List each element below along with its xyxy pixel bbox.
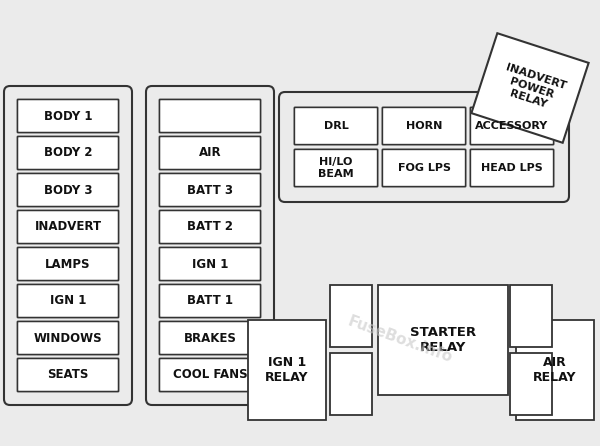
FancyBboxPatch shape (279, 92, 569, 202)
Text: BODY 3: BODY 3 (44, 183, 92, 197)
Text: WINDOWS: WINDOWS (34, 331, 103, 344)
Polygon shape (472, 33, 589, 143)
FancyBboxPatch shape (160, 99, 260, 132)
FancyBboxPatch shape (160, 359, 260, 392)
FancyBboxPatch shape (160, 136, 260, 169)
Text: INADVERT
POWER
RELAY: INADVERT POWER RELAY (497, 62, 567, 114)
Bar (516, 320, 594, 420)
Text: SEATS: SEATS (47, 368, 89, 381)
FancyBboxPatch shape (146, 86, 274, 405)
FancyBboxPatch shape (382, 107, 466, 145)
FancyBboxPatch shape (17, 211, 119, 244)
FancyBboxPatch shape (17, 285, 119, 318)
FancyBboxPatch shape (160, 211, 260, 244)
FancyBboxPatch shape (160, 173, 260, 206)
FancyBboxPatch shape (4, 86, 132, 405)
Text: BODY 1: BODY 1 (44, 110, 92, 123)
Text: HI/LO
BEAM: HI/LO BEAM (318, 157, 354, 179)
Bar (248, 320, 326, 420)
Text: AIR: AIR (199, 146, 221, 160)
FancyBboxPatch shape (295, 149, 377, 186)
Bar (510, 285, 552, 347)
Bar (510, 353, 552, 415)
FancyBboxPatch shape (17, 173, 119, 206)
Text: IGN 1
RELAY: IGN 1 RELAY (265, 356, 309, 384)
Bar (378, 285, 508, 395)
Text: IGN 1: IGN 1 (192, 257, 228, 271)
Text: AIR
RELAY: AIR RELAY (533, 356, 577, 384)
Text: LAMPS: LAMPS (45, 257, 91, 271)
FancyBboxPatch shape (382, 149, 466, 186)
Text: FOG LPS: FOG LPS (398, 163, 451, 173)
Text: BATT 1: BATT 1 (187, 294, 233, 307)
FancyBboxPatch shape (160, 322, 260, 355)
FancyBboxPatch shape (295, 107, 377, 145)
Text: BRAKES: BRAKES (184, 331, 236, 344)
FancyBboxPatch shape (160, 248, 260, 281)
FancyBboxPatch shape (17, 322, 119, 355)
FancyBboxPatch shape (17, 136, 119, 169)
Text: HEAD LPS: HEAD LPS (481, 163, 543, 173)
FancyBboxPatch shape (17, 359, 119, 392)
Text: ACCESSORY: ACCESSORY (475, 121, 548, 131)
FancyBboxPatch shape (160, 285, 260, 318)
FancyBboxPatch shape (17, 248, 119, 281)
FancyBboxPatch shape (17, 99, 119, 132)
Text: DRL: DRL (323, 121, 349, 131)
FancyBboxPatch shape (470, 149, 554, 186)
Text: BODY 2: BODY 2 (44, 146, 92, 160)
Text: FuseBox.info: FuseBox.info (346, 314, 454, 366)
Text: INADVERT: INADVERT (34, 220, 101, 234)
Text: BATT 2: BATT 2 (187, 220, 233, 234)
FancyBboxPatch shape (470, 107, 554, 145)
Bar (330, 285, 372, 347)
Text: HORN: HORN (406, 121, 442, 131)
Bar (330, 353, 372, 415)
Text: IGN 1: IGN 1 (50, 294, 86, 307)
Text: COOL FANS: COOL FANS (173, 368, 247, 381)
Text: BATT 3: BATT 3 (187, 183, 233, 197)
Text: STARTER
RELAY: STARTER RELAY (410, 326, 476, 354)
